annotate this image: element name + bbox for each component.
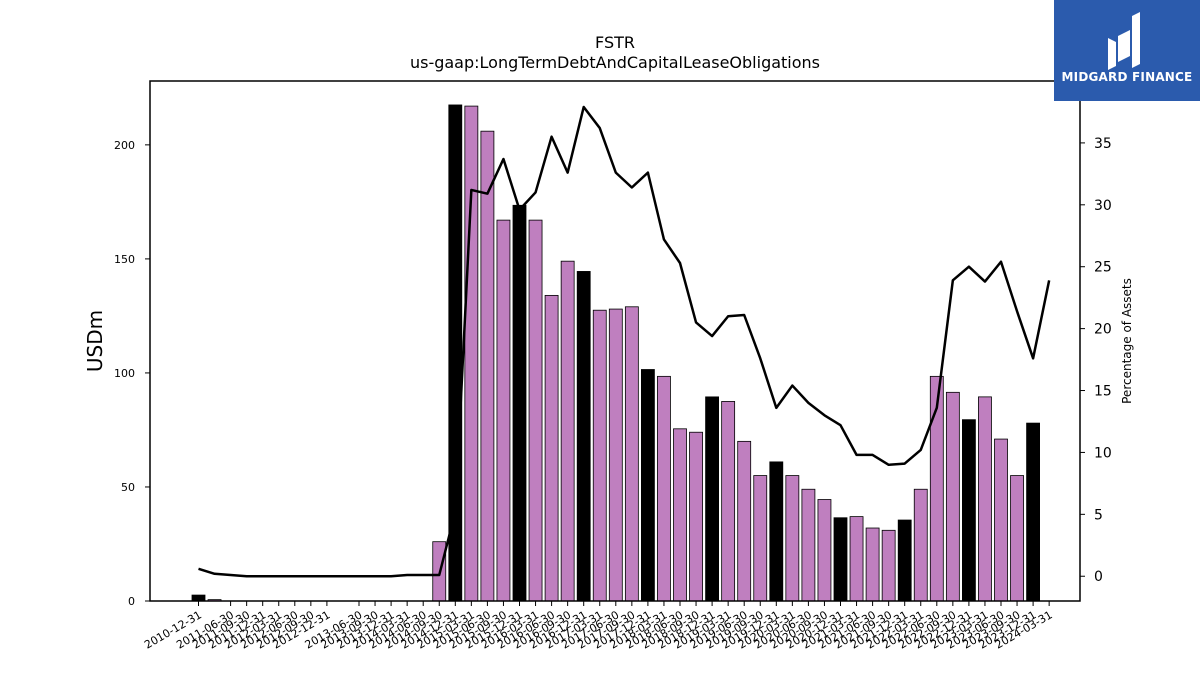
bars	[191, 104, 1040, 602]
bar-2018-09-30	[689, 431, 703, 602]
y-tick-label-right: 10	[1094, 445, 1112, 461]
bar-2022-09-30	[945, 391, 960, 602]
y-axis-right: 0 5 10 15 20 25 30 35	[1080, 136, 1112, 585]
bar-2016-06-30	[544, 294, 559, 602]
percentage-line-layer	[198, 105, 1051, 578]
chart-title: FSTR	[595, 33, 635, 52]
percentage-of-assets-line	[198, 105, 1051, 578]
bar-2019-06-30	[737, 440, 752, 602]
bar-2018-03-31	[657, 375, 671, 602]
bar-2018-06-30	[673, 428, 687, 602]
bar-2015-06-30	[480, 130, 495, 602]
bar-2019-03-31	[721, 401, 736, 602]
y-tick-label-left: 50	[121, 481, 135, 494]
y-tick-label-right: 25	[1094, 260, 1112, 276]
bar-2023-12-31	[1026, 422, 1040, 602]
bar-2021-12-31	[897, 519, 912, 602]
bar-2021-03-31	[849, 516, 864, 602]
bar-2016-09-30	[560, 260, 575, 602]
bar-2021-06-30	[865, 527, 880, 602]
bar-2017-06-30	[608, 308, 623, 602]
bar-2015-12-31	[512, 204, 527, 602]
y-tick-label-right: 5	[1094, 507, 1103, 523]
bar-2019-09-30	[753, 475, 768, 602]
y-tick-label-right: 15	[1094, 384, 1112, 400]
y-axis-label-left: USDm	[83, 310, 107, 372]
bar-2015-09-30	[496, 219, 511, 602]
bar-2017-03-31	[592, 309, 607, 602]
bar-2022-12-31	[962, 419, 976, 602]
x-axis: 2010-12-312011-06-302011-09-302011-12-31…	[142, 601, 1055, 652]
y-axis-label-right: Percentage of Assets	[1120, 278, 1134, 404]
bar-2023-09-30	[1010, 475, 1024, 602]
y-axis-left: 0 50 100 150 200	[114, 139, 150, 608]
y-tick-label-left: 200	[114, 139, 135, 152]
plot-frame	[149, 80, 1081, 602]
bar-2020-09-30	[817, 499, 832, 602]
bar-2018-12-31	[705, 396, 719, 602]
y-tick-label-left: 100	[114, 367, 135, 380]
y-tick-label-right: 35	[1094, 136, 1112, 152]
logo-mark-icon	[1108, 12, 1140, 70]
bar-2023-03-31	[978, 396, 992, 602]
y-tick-label-left: 150	[114, 253, 135, 266]
bar-2015-03-31	[464, 105, 479, 602]
bar-2016-12-31	[576, 271, 591, 602]
chart-subtitle: us-gaap:LongTermDebtAndCapitalLeaseOblig…	[410, 53, 820, 72]
bar-2021-09-30	[881, 529, 896, 602]
bar-2023-06-30	[994, 438, 1008, 602]
bar-2020-12-31	[833, 517, 848, 602]
bar-2020-06-30	[801, 488, 816, 602]
bar-2017-09-30	[624, 306, 639, 602]
bar-2019-12-31	[769, 461, 784, 602]
y-tick-label-right: 0	[1094, 569, 1103, 585]
bar-2020-03-31	[785, 475, 800, 602]
bar-2017-12-31	[641, 369, 655, 602]
brand-logo: MIDGARD FINANCE	[1054, 0, 1200, 101]
y-tick-label-left: 0	[128, 595, 135, 608]
bar-2010-12-31	[191, 594, 206, 602]
y-tick-label-right: 30	[1094, 198, 1112, 214]
y-tick-label-right: 20	[1094, 322, 1112, 338]
logo-text: MIDGARD FINANCE	[1061, 70, 1193, 84]
bar-2022-03-31	[913, 488, 928, 602]
bar-2016-03-31	[528, 219, 543, 602]
